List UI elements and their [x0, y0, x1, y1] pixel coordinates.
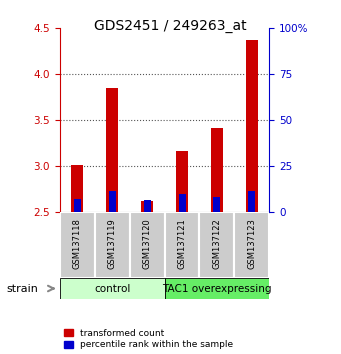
Text: control: control: [94, 284, 130, 293]
Text: GSM137120: GSM137120: [143, 218, 151, 269]
Bar: [141, 201, 153, 212]
Bar: [60, 278, 164, 299]
Bar: [144, 200, 150, 212]
Bar: [60, 212, 94, 278]
Bar: [164, 278, 269, 299]
Bar: [74, 199, 80, 212]
Legend: transformed count, percentile rank within the sample: transformed count, percentile rank withi…: [64, 329, 234, 349]
Bar: [130, 212, 164, 278]
Text: TAC1 overexpressing: TAC1 overexpressing: [162, 284, 272, 293]
Bar: [199, 212, 234, 278]
Text: GSM137121: GSM137121: [178, 218, 187, 269]
Text: strain: strain: [7, 284, 39, 293]
Bar: [106, 88, 118, 212]
Text: GSM137118: GSM137118: [73, 218, 81, 269]
Bar: [248, 191, 255, 212]
Bar: [71, 165, 83, 212]
Bar: [213, 197, 220, 212]
Text: GSM137123: GSM137123: [248, 218, 256, 269]
Bar: [108, 191, 116, 212]
Bar: [211, 128, 223, 212]
Text: GSM137122: GSM137122: [212, 218, 221, 269]
Bar: [246, 40, 258, 212]
Bar: [94, 212, 130, 278]
Text: GSM137119: GSM137119: [108, 218, 117, 269]
Text: GDS2451 / 249263_at: GDS2451 / 249263_at: [94, 19, 247, 34]
Bar: [234, 212, 269, 278]
Bar: [164, 212, 199, 278]
Bar: [176, 151, 188, 212]
Bar: [178, 194, 186, 212]
